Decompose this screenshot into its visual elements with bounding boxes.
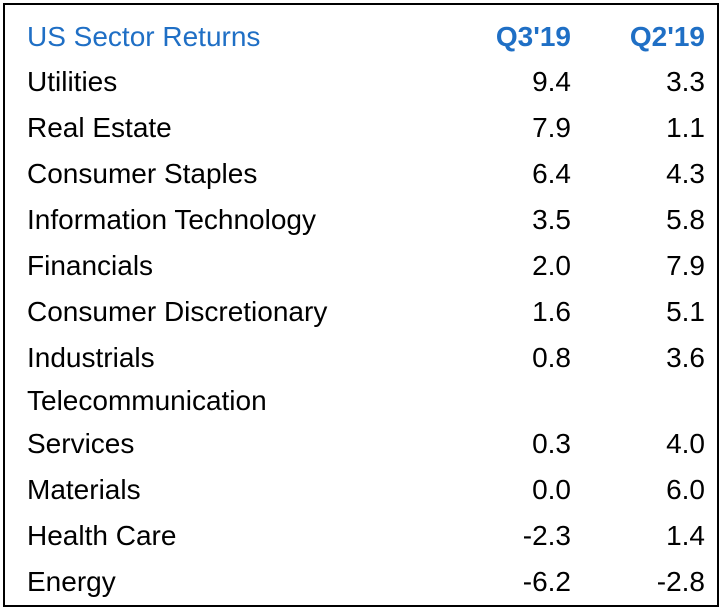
sector-label: Health Care bbox=[27, 520, 177, 551]
table-row: Energy -6.2 -2.8 bbox=[25, 562, 705, 602]
table-row: Industrials 0.8 3.6 bbox=[25, 338, 705, 378]
q2-value: 5.8 bbox=[666, 204, 705, 235]
sector-label: Telecommunication bbox=[27, 385, 267, 416]
q3-value: 6.4 bbox=[532, 158, 571, 189]
q3-value: 0.3 bbox=[532, 428, 571, 459]
column-header-q3: Q3'19 bbox=[495, 21, 571, 52]
table-row: Financials 2.0 7.9 bbox=[25, 246, 705, 286]
table-row-label-line: Telecommunication bbox=[25, 381, 697, 421]
sector-label: Consumer Discretionary bbox=[27, 296, 328, 327]
q2-value: 3.3 bbox=[666, 66, 705, 97]
table-row: Consumer Discretionary 1.6 5.1 bbox=[25, 292, 705, 332]
table-header: US Sector Returns Q3'19 Q2'19 bbox=[25, 17, 705, 57]
sector-label: Energy bbox=[27, 566, 116, 597]
q2-value: 5.1 bbox=[666, 296, 705, 327]
sector-label: Consumer Staples bbox=[27, 158, 258, 189]
q3-value: 0.0 bbox=[532, 474, 571, 505]
table-row: Consumer Staples 6.4 4.3 bbox=[25, 154, 705, 194]
q2-value: 1.1 bbox=[666, 112, 705, 143]
q3-value: 0.8 bbox=[532, 342, 571, 373]
table-row: Real Estate 7.9 1.1 bbox=[25, 108, 705, 148]
q3-value: 7.9 bbox=[532, 112, 571, 143]
table-row: Information Technology 3.5 5.8 bbox=[25, 200, 705, 240]
q2-value: 3.6 bbox=[666, 342, 705, 373]
table-title: US Sector Returns bbox=[27, 21, 261, 52]
q2-value: -2.8 bbox=[656, 566, 705, 597]
table-row: Health Care -2.3 1.4 bbox=[25, 516, 705, 556]
sector-label: Industrials bbox=[27, 342, 155, 373]
q3-value: 9.4 bbox=[532, 66, 571, 97]
q2-value: 1.4 bbox=[666, 520, 705, 551]
column-header-q2: Q2'19 bbox=[629, 21, 705, 52]
q2-value: 6.0 bbox=[666, 474, 705, 505]
q2-value: 4.3 bbox=[666, 158, 705, 189]
q3-value: 1.6 bbox=[532, 296, 571, 327]
sector-label: Materials bbox=[27, 474, 141, 505]
sector-label-continued: Services bbox=[27, 428, 135, 459]
table-row: Utilities 9.4 3.3 bbox=[25, 62, 705, 102]
sector-label: Financials bbox=[27, 250, 154, 281]
table-row: Materials 0.0 6.0 bbox=[25, 470, 705, 510]
q2-value: 4.0 bbox=[666, 428, 705, 459]
q3-value: 3.5 bbox=[532, 204, 571, 235]
q2-value: 7.9 bbox=[666, 250, 705, 281]
q3-value: -2.3 bbox=[522, 520, 571, 551]
q3-value: 2.0 bbox=[532, 250, 571, 281]
sector-label: Information Technology bbox=[27, 204, 316, 235]
sector-label: Real Estate bbox=[27, 112, 172, 143]
q3-value: -6.2 bbox=[522, 566, 571, 597]
sector-returns-table: US Sector Returns Q3'19 Q2'19 Utilities … bbox=[3, 3, 719, 607]
table-row: Services 0.3 4.0 bbox=[25, 424, 705, 464]
sector-label: Utilities bbox=[27, 66, 118, 97]
